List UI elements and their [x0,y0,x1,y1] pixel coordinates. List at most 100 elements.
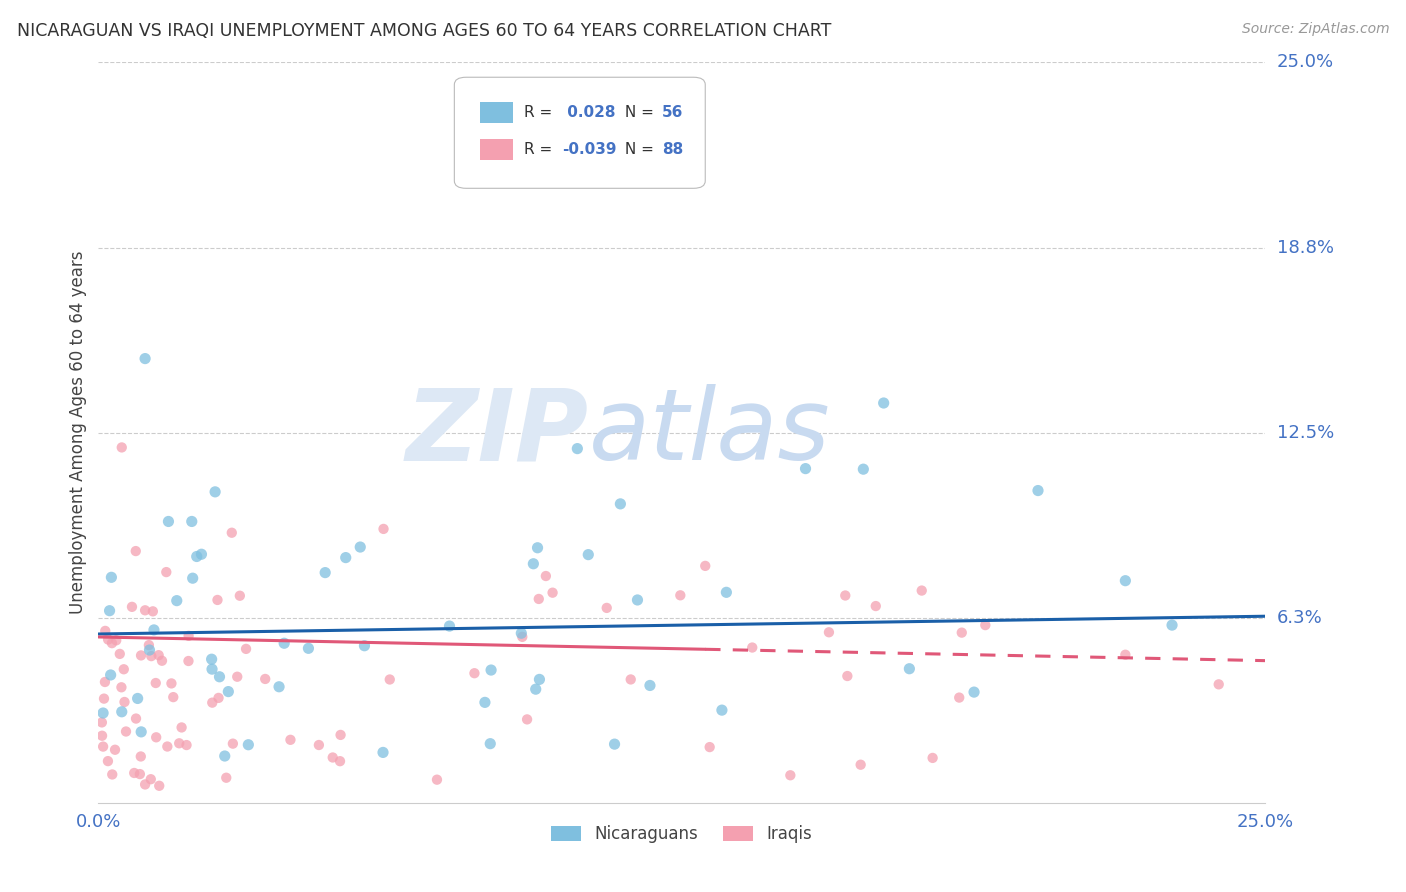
Point [201,652,224,666]
Point [115,724,138,739]
Y-axis label: Unemployment Among Ages 60 to 64 years: Unemployment Among Ages 60 to 64 years [69,251,87,615]
Point [378,673,401,687]
Point [215,771,238,785]
Point [122,766,145,780]
Point [93,691,115,706]
Point [353,639,375,653]
Point [522,557,544,571]
Point [335,550,357,565]
Point [534,569,557,583]
Point [94,675,117,690]
Point [267,680,290,694]
Point [373,522,395,536]
Point [128,767,150,781]
Point [226,670,249,684]
Point [139,772,162,787]
Point [129,724,152,739]
Point [104,743,127,757]
Point [710,703,733,717]
Point [329,754,352,768]
Point [108,647,131,661]
Point [90,715,112,730]
Point [134,777,156,791]
Point [121,599,143,614]
Point [527,591,550,606]
Point [105,633,128,648]
Point [1114,574,1136,588]
Text: NICARAGUAN VS IRAQI UNEMPLOYMENT AMONG AGES 60 TO 64 YEARS CORRELATION CHART: NICARAGUAN VS IRAQI UNEMPLOYMENT AMONG A… [17,22,831,40]
Text: -0.039: -0.039 [562,143,616,157]
Point [669,588,692,602]
Point [349,540,371,554]
Point [190,547,212,561]
Text: 12.5%: 12.5% [1277,424,1334,442]
Legend: Nicaraguans, Iraqis: Nicaraguans, Iraqis [544,819,820,850]
Point [214,749,236,764]
Point [125,544,148,558]
Point [834,589,856,603]
Point [898,662,921,676]
Point [201,662,224,676]
Point [148,779,170,793]
Point [91,706,114,720]
Point [273,636,295,650]
Text: atlas: atlas [589,384,830,481]
Text: N =: N = [620,105,659,120]
Point [176,738,198,752]
Point [145,731,167,745]
Point [716,585,738,599]
Point [125,712,148,726]
Point [114,695,136,709]
Text: N =: N = [620,143,659,157]
Point [474,695,496,709]
Point [479,737,502,751]
Point [837,669,859,683]
Point [181,571,204,585]
Point [741,640,763,655]
Text: R =: R = [524,105,558,120]
Point [280,732,302,747]
Point [127,691,149,706]
Point [145,676,167,690]
Point [620,673,643,687]
Point [638,678,661,692]
Point [297,641,319,656]
Point [479,663,502,677]
Point [166,593,188,607]
Point [100,668,122,682]
Point [180,515,202,529]
Point [110,681,132,695]
Point [1208,677,1230,691]
Point [849,757,872,772]
Point [201,696,224,710]
Point [222,737,245,751]
Point [97,632,120,647]
Point [129,749,152,764]
Point [1114,648,1136,662]
Point [1026,483,1049,498]
Point [510,626,533,640]
Point [541,585,564,599]
Point [609,497,631,511]
Text: R =: R = [524,143,558,157]
Point [371,746,394,760]
FancyBboxPatch shape [454,78,706,188]
Point [221,525,243,540]
Text: Source: ZipAtlas.com: Source: ZipAtlas.com [1241,22,1389,37]
Point [516,712,538,726]
Point [111,705,134,719]
Point [101,767,124,781]
Point [112,662,135,676]
Point [150,654,173,668]
Point [963,685,986,699]
Point [157,515,180,529]
Point [308,738,330,752]
Point [217,684,239,698]
Point [97,754,120,768]
Point [91,729,114,743]
Point [98,604,121,618]
Point [138,643,160,657]
Text: 88: 88 [662,143,683,157]
Point [235,641,257,656]
Point [329,728,352,742]
